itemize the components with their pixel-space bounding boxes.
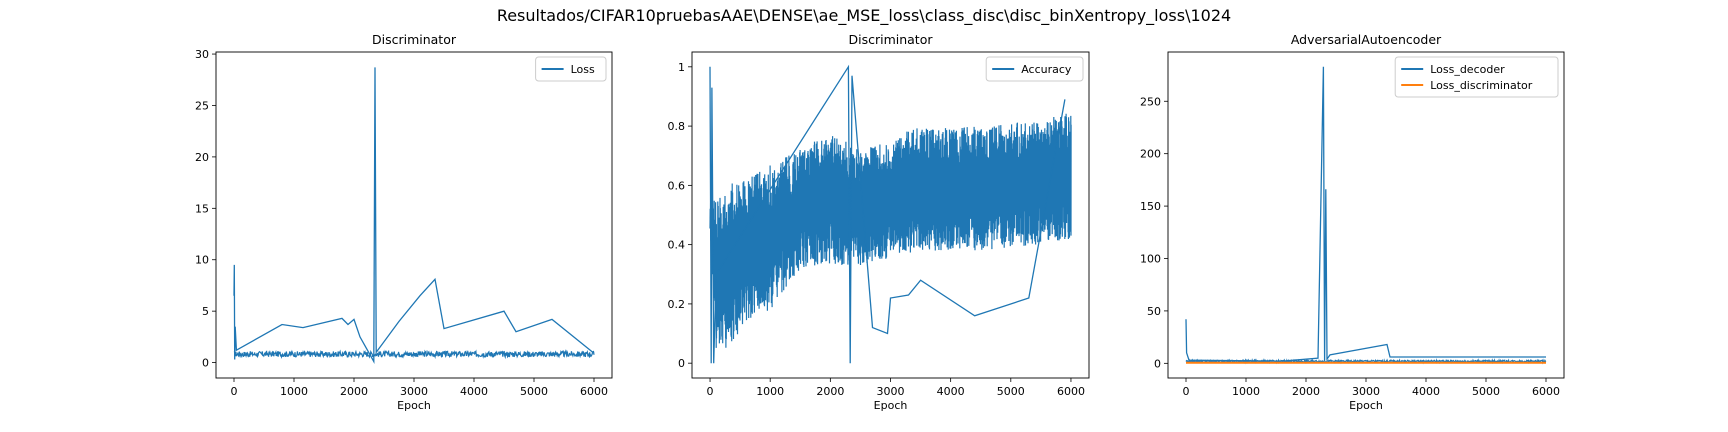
- y-tick-label: 150: [1140, 200, 1161, 213]
- series-line-loss: [233, 349, 595, 360]
- x-tick-label: 4000: [460, 385, 488, 398]
- legend-frame: [535, 56, 607, 82]
- y-tick-label: 20: [195, 151, 209, 164]
- x-tick-label: 2000: [1292, 385, 1320, 398]
- x-tick-label: 1000: [280, 385, 308, 398]
- x-tick-label: 6000: [1532, 385, 1560, 398]
- x-tick-label: 0: [707, 385, 714, 398]
- x-tick-label: 2000: [816, 385, 844, 398]
- legend-label: Loss: [571, 63, 595, 76]
- y-tick-label: 0: [678, 357, 685, 370]
- chart-title: AdversarialAutoencoder: [1291, 32, 1442, 47]
- legend-label: Loss_discriminator: [1430, 79, 1533, 92]
- series-peaks-loss: [233, 67, 595, 364]
- x-tick-label: 4000: [937, 385, 965, 398]
- y-tick-label: 0: [1154, 357, 1161, 370]
- x-tick-label: 5000: [520, 385, 548, 398]
- y-tick-label: 200: [1140, 148, 1161, 161]
- series-peaks-accuracy: [709, 64, 1066, 364]
- series-line-accuracy: [709, 113, 1072, 348]
- y-tick-label: 0.4: [668, 239, 686, 252]
- y-tick-label: 0: [202, 357, 209, 370]
- x-tick-label: 3000: [877, 385, 905, 398]
- legend-frame: [1394, 56, 1559, 98]
- chart-1: 0 1000 2000 3000 4000 5000 6000 0 5 10 15 20 25 30 Dis…: [195, 32, 613, 412]
- x-tick-label: 6000: [580, 385, 608, 398]
- x-tick-label: 1000: [1232, 385, 1260, 398]
- chart-title: Discriminator: [372, 32, 457, 47]
- legend: Loss: [535, 56, 607, 82]
- chart-3: 0 1000 2000 3000 4000 5000 6000 0 50 100 150 200 250…: [1140, 32, 1565, 412]
- legend: Loss_decoder Loss_discriminator: [1394, 56, 1559, 98]
- x-axis-label: Epoch: [397, 399, 431, 412]
- y-tick-label: 30: [195, 48, 209, 61]
- y-tick-label: 100: [1140, 253, 1161, 266]
- x-tick-label: 5000: [997, 385, 1025, 398]
- figure-suptitle: Resultados/CIFAR10pruebasAAE\DENSE\ae_MS…: [496, 6, 1232, 25]
- x-axis-label: Epoch: [1349, 399, 1383, 412]
- y-tick-label: 0.8: [668, 120, 686, 133]
- y-tick-label: 1: [678, 61, 685, 74]
- x-tick-label: 6000: [1057, 385, 1085, 398]
- series-loss_decoder: [1185, 66, 1547, 365]
- x-tick-label: 0: [1183, 385, 1190, 398]
- y-tick-label: 10: [195, 254, 209, 267]
- y-tick-label: 15: [195, 202, 209, 215]
- y-tick-label: 5: [202, 305, 209, 318]
- chart-title: Discriminator: [848, 32, 933, 47]
- series-peaks-loss_decoder: [1185, 66, 1546, 362]
- series-loss: [233, 67, 595, 364]
- x-tick-label: 3000: [400, 385, 428, 398]
- x-axis-label: Epoch: [874, 399, 908, 412]
- legend: Accuracy: [985, 56, 1084, 82]
- axes-frame: [1167, 51, 1565, 379]
- x-tick-label: 3000: [1352, 385, 1380, 398]
- series-accuracy: [709, 64, 1072, 364]
- x-tick-label: 1000: [756, 385, 784, 398]
- legend-frame: [985, 56, 1084, 82]
- y-tick-label: 0.2: [668, 298, 686, 311]
- y-tick-label: 50: [1147, 305, 1161, 318]
- y-tick-label: 0.6: [668, 179, 686, 192]
- x-tick-label: 2000: [340, 385, 368, 398]
- legend-label: Loss_decoder: [1430, 63, 1505, 76]
- x-tick-label: 0: [231, 385, 238, 398]
- axes-frame: [215, 51, 613, 379]
- x-tick-label: 4000: [1412, 385, 1440, 398]
- y-tick-label: 25: [195, 99, 209, 112]
- legend-label: Accuracy: [1021, 63, 1072, 76]
- y-tick-label: 250: [1140, 95, 1161, 108]
- chart-2: 0 1000 2000 3000 4000 5000 6000 0 0.2 0.4 0.6 0.8 1 D…: [668, 32, 1090, 412]
- x-tick-label: 5000: [1472, 385, 1500, 398]
